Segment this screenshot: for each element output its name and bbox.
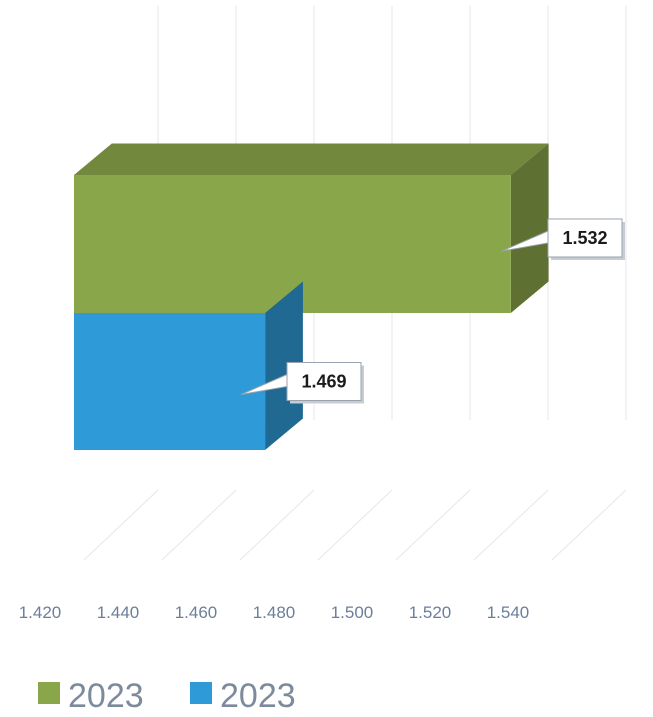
x-tick-label: 1.500 (331, 603, 374, 622)
bar-front-face (74, 313, 266, 450)
data-label-1: 1.532 (501, 218, 625, 260)
legend-swatch (38, 682, 60, 704)
bar-2 (74, 281, 303, 450)
bars (74, 143, 549, 450)
legend-item-2: 2023 (190, 677, 296, 715)
x-axis-tick-labels: 1.420 1.440 1.460 1.480 1.500 1.520 1.540 (19, 603, 530, 622)
floor-gridline (83, 489, 159, 561)
legend-swatch (190, 682, 212, 704)
floor-gridline (551, 489, 627, 561)
x-tick-label: 1.420 (19, 603, 62, 622)
data-label-text: 1.532 (562, 228, 607, 248)
floor-gridline (473, 489, 549, 561)
bar-top-face (74, 143, 549, 175)
x-tick-label: 1.540 (487, 603, 530, 622)
floor-gridline (317, 489, 393, 561)
floor-gridline (239, 489, 315, 561)
x-tick-label: 1.520 (409, 603, 452, 622)
bar-side-face (510, 143, 549, 313)
data-label-2: 1.469 (240, 362, 364, 404)
bar-1 (74, 143, 549, 313)
bar-side-face (265, 281, 303, 450)
legend-label: 2023 (220, 677, 296, 715)
legend-item-1: 2023 (38, 677, 144, 715)
data-labels: 1.532 1.469 (240, 218, 625, 404)
x-tick-label: 1.480 (253, 603, 296, 622)
floor-gridline (161, 489, 237, 561)
bar-front-face (74, 175, 511, 313)
x-tick-label: 1.460 (175, 603, 218, 622)
legend: 2023 2023 (38, 677, 296, 715)
floor-gridline (395, 489, 471, 561)
x-tick-label: 1.440 (97, 603, 140, 622)
data-label-text: 1.469 (301, 372, 346, 392)
legend-label: 2023 (68, 677, 144, 715)
